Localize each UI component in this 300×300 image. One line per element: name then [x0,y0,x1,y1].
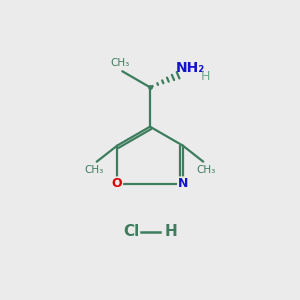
Text: N: N [178,177,188,190]
Text: O: O [112,177,122,190]
Text: H: H [201,70,210,83]
Text: NH₂: NH₂ [176,61,206,75]
Text: Cl: Cl [124,224,140,239]
Text: CH₃: CH₃ [110,58,130,68]
Text: CH₃: CH₃ [196,165,215,175]
Text: CH₃: CH₃ [85,165,104,175]
Text: H: H [165,224,177,239]
